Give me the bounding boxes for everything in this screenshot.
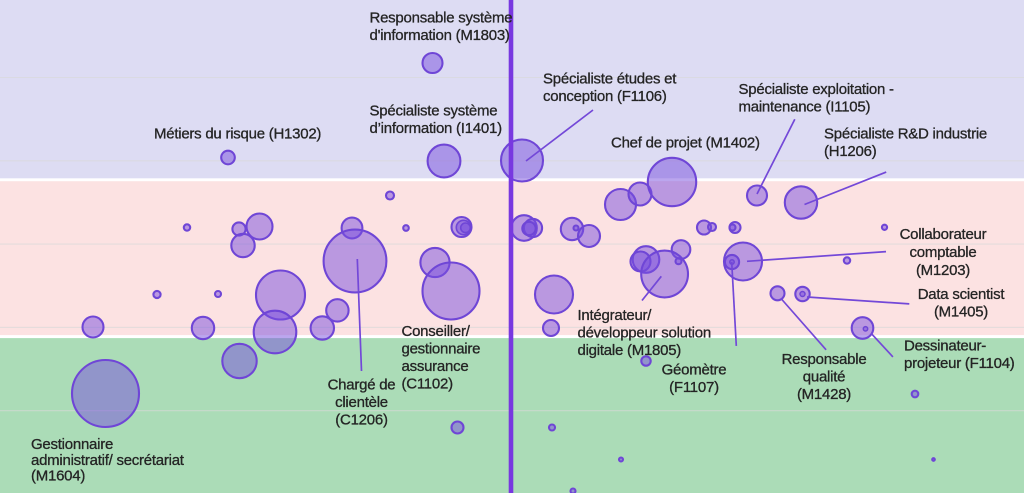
svg-text:Spécialiste études et: Spécialiste études et (543, 71, 677, 88)
svg-text:assurance: assurance (402, 358, 469, 375)
svg-text:Responsable: Responsable (782, 351, 867, 368)
svg-text:Dessinateur-: Dessinateur- (904, 338, 986, 355)
svg-text:Data scientist: Data scientist (918, 286, 1006, 303)
svg-text:d’information (I1401): d’information (I1401) (370, 120, 503, 137)
svg-text:(C1206): (C1206) (335, 412, 388, 429)
svg-text:d'information (M1803): d'information (M1803) (370, 27, 510, 44)
svg-text:(M1405): (M1405) (934, 304, 988, 321)
svg-text:conception (F1106): conception (F1106) (543, 88, 667, 105)
svg-text:Géomètre: Géomètre (662, 362, 727, 379)
svg-text:Conseiller/: Conseiller/ (402, 323, 471, 340)
svg-text:Métiers du risque (H1302): Métiers du risque (H1302) (154, 126, 321, 143)
svg-text:Spécialiste R&D industrie: Spécialiste R&D industrie (824, 126, 987, 143)
svg-text:(M1428): (M1428) (797, 386, 851, 403)
svg-text:administratif/ secrétariat: administratif/ secrétariat (31, 452, 185, 469)
svg-text:Intégrateur/: Intégrateur/ (578, 307, 653, 324)
svg-text:(M1604): (M1604) (31, 468, 85, 485)
svg-text:clientèle: clientèle (335, 394, 388, 411)
svg-text:maintenance (I1105): maintenance (I1105) (739, 98, 871, 115)
svg-text:gestionnaire: gestionnaire (402, 341, 481, 358)
svg-text:Collaborateur: Collaborateur (900, 226, 987, 243)
svg-text:(F1107): (F1107) (669, 379, 719, 396)
svg-text:Responsable système: Responsable système (370, 10, 513, 27)
svg-text:Spécialiste système: Spécialiste système (370, 103, 498, 120)
svg-text:Chef de projet (M1402): Chef de projet (M1402) (611, 134, 760, 151)
svg-text:(M1203): (M1203) (916, 262, 970, 279)
svg-text:Spécialiste exploitation -: Spécialiste exploitation - (739, 81, 895, 98)
svg-text:projeteur (F1104): projeteur (F1104) (904, 355, 1015, 372)
svg-text:Chargé de: Chargé de (328, 377, 396, 394)
svg-text:Gestionnaire: Gestionnaire (31, 436, 113, 453)
svg-text:(C1102): (C1102) (402, 376, 454, 393)
svg-text:(H1206): (H1206) (824, 143, 877, 160)
svg-text:qualité: qualité (803, 369, 845, 386)
svg-text:digitale (M1805): digitale (M1805) (578, 342, 682, 359)
svg-text:développeur solution: développeur solution (578, 325, 711, 342)
svg-text:comptable: comptable (910, 244, 977, 261)
